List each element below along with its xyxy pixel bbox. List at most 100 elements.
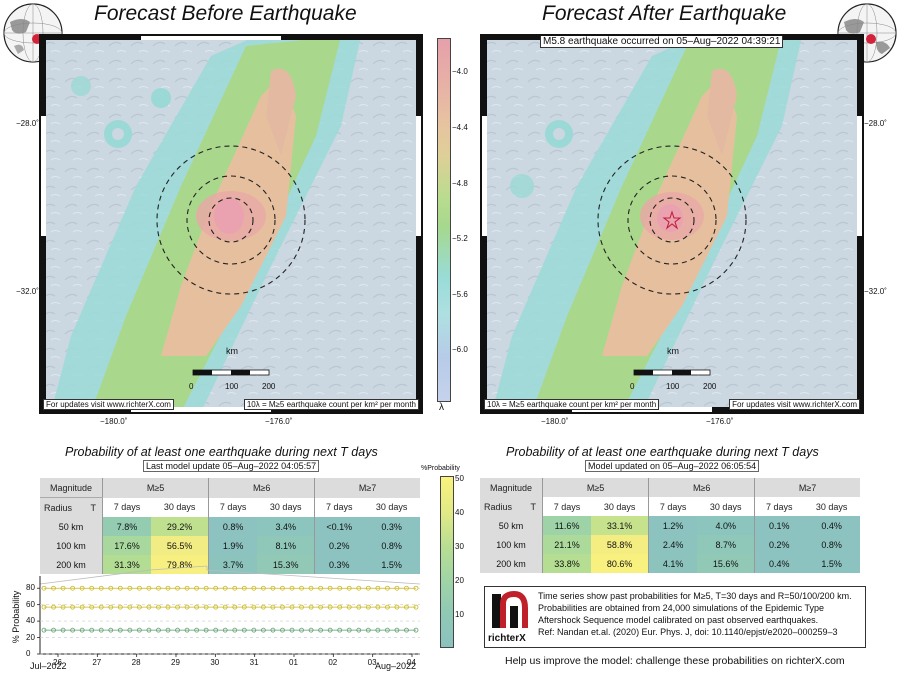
probability-cell: 15.6% (697, 554, 755, 573)
table-row: 100 km 21.1% 58.8% 2.4% 8.7% 0.2% 0.8% (480, 535, 860, 554)
data-point (327, 604, 333, 610)
period-col: 30 days (803, 497, 860, 516)
data-point (384, 627, 390, 633)
data-point (346, 627, 352, 633)
colorbar-tick: 20 (455, 576, 464, 585)
info-line: Time series show past probabilities for … (538, 591, 852, 601)
magnitude-col: M≥6 (208, 478, 315, 498)
colorbar-tick: 50 (455, 474, 464, 483)
scale-tick: 200 (262, 382, 276, 391)
data-point (260, 627, 266, 633)
data-point (146, 604, 152, 610)
data-point (327, 627, 333, 633)
data-point (222, 627, 228, 633)
data-point (356, 604, 362, 610)
zoom-connector (39, 565, 208, 585)
data-point (70, 604, 76, 610)
left-table-title: Probability of at least one earthquake d… (65, 445, 378, 459)
data-point (213, 627, 219, 633)
x-tick-label: 28 (131, 658, 141, 667)
map-credit[interactable]: For updates visit www.richterX.com (729, 399, 860, 410)
period-col: 7 days (754, 497, 804, 516)
model-info-box (484, 586, 866, 648)
x-tick-label: 29 (171, 658, 180, 667)
table-row: 100 km 17.6% 56.5% 1.9% 8.1% 0.2% 0.8% (40, 536, 420, 555)
data-point (270, 585, 276, 591)
data-point (203, 627, 209, 633)
left-update-time: Last model update 05–Aug–2022 04:05:57 (143, 460, 320, 472)
probability-cell: 3.7% (208, 555, 258, 574)
magnitude-col: M≥7 (754, 478, 860, 497)
footer-link[interactable]: Help us improve the model: challenge the… (505, 655, 845, 667)
radius-cell: 50 km (40, 517, 103, 536)
data-point (289, 627, 295, 633)
probability-cell: 0.3% (363, 517, 420, 536)
data-point (251, 604, 257, 610)
data-point (146, 585, 152, 591)
table-row: 50 km 11.6% 33.1% 1.2% 4.0% 0.1% 0.4% (480, 516, 860, 535)
data-point (117, 604, 123, 610)
data-point (404, 627, 409, 633)
period-col: 7 days (648, 497, 698, 516)
right-map-title: Forecast After Earthquake (542, 2, 787, 25)
info-line: Probabilities are obtained from 24,000 s… (538, 603, 824, 613)
lambda-colorbar (437, 38, 451, 402)
scale-tick: 100 (225, 382, 239, 391)
probability-cell: 11.6% (542, 516, 592, 535)
colorbar-tick: −5.6 (452, 290, 468, 299)
data-point (232, 585, 238, 591)
colorbar-tick: −5.2 (452, 234, 468, 243)
probability-time-series-chart (37, 565, 421, 657)
radius-cell: 100 km (480, 535, 543, 554)
data-point (232, 604, 238, 610)
zoom-connector (206, 566, 421, 585)
probability-cell: 33.8% (542, 554, 592, 573)
data-point (337, 627, 343, 633)
radius-header: Radius T (40, 497, 103, 517)
scale-bar (192, 369, 270, 376)
radius-cell: 50 km (480, 516, 543, 535)
magnitude-header: Magnitude (40, 478, 103, 498)
data-point (184, 585, 190, 591)
right-forecast-map[interactable]: M5.8 earthquake occurred on 05–Aug–2022 … (480, 34, 864, 414)
richterx-logo-icon[interactable] (490, 590, 528, 632)
data-point (318, 585, 324, 591)
colorbar-tick: 10 (455, 610, 464, 619)
period-col: 7 days (314, 497, 364, 517)
data-point (184, 627, 190, 633)
density-label: 10λ = M≥5 earthquake count per km² per m… (243, 399, 419, 410)
map-credit[interactable]: For updates visit www.richterX.com (43, 399, 174, 410)
data-point (79, 627, 85, 633)
logo-text: richterX (488, 633, 526, 644)
data-point (289, 585, 295, 591)
t-label: T (530, 501, 537, 512)
data-point (308, 627, 314, 633)
data-point (117, 585, 123, 591)
data-point (270, 627, 276, 633)
x-tick-label: 31 (249, 658, 259, 667)
data-point (375, 604, 381, 610)
data-point (203, 604, 209, 610)
colorbar-tick: −6.0 (452, 345, 468, 354)
density-label: 10λ = M≥5 earthquake count per km² per m… (484, 399, 660, 410)
probability-cell: 0.1% (754, 516, 804, 535)
data-point (203, 585, 209, 591)
data-point (241, 627, 247, 633)
probability-cell: 0.8% (803, 535, 860, 554)
left-forecast-map[interactable]: km 0 100 200 For updates visit www.richt… (39, 34, 423, 414)
probability-cell: 58.8% (591, 535, 649, 554)
info-line[interactable]: Ref: Nandan et.al. (2020) Eur. Phys. J, … (538, 627, 838, 637)
right-probability-table: Magnitude M≥5 M≥6 M≥7 Radius T 7 days 30… (480, 478, 860, 573)
probability-cell: 0.2% (314, 536, 364, 555)
y-tick-label: 0 (26, 649, 31, 658)
data-point (89, 604, 95, 610)
scale-bar (633, 369, 711, 376)
probability-cell: 0.8% (208, 517, 258, 536)
probability-cell: 8.1% (257, 536, 315, 555)
data-point (375, 585, 381, 591)
right-table-title: Probability of at least one earthquake d… (506, 445, 819, 459)
data-point (98, 627, 104, 633)
data-point (127, 627, 133, 633)
probability-cell: 0.8% (363, 536, 420, 555)
y-tick-label: 20 (26, 632, 35, 642)
